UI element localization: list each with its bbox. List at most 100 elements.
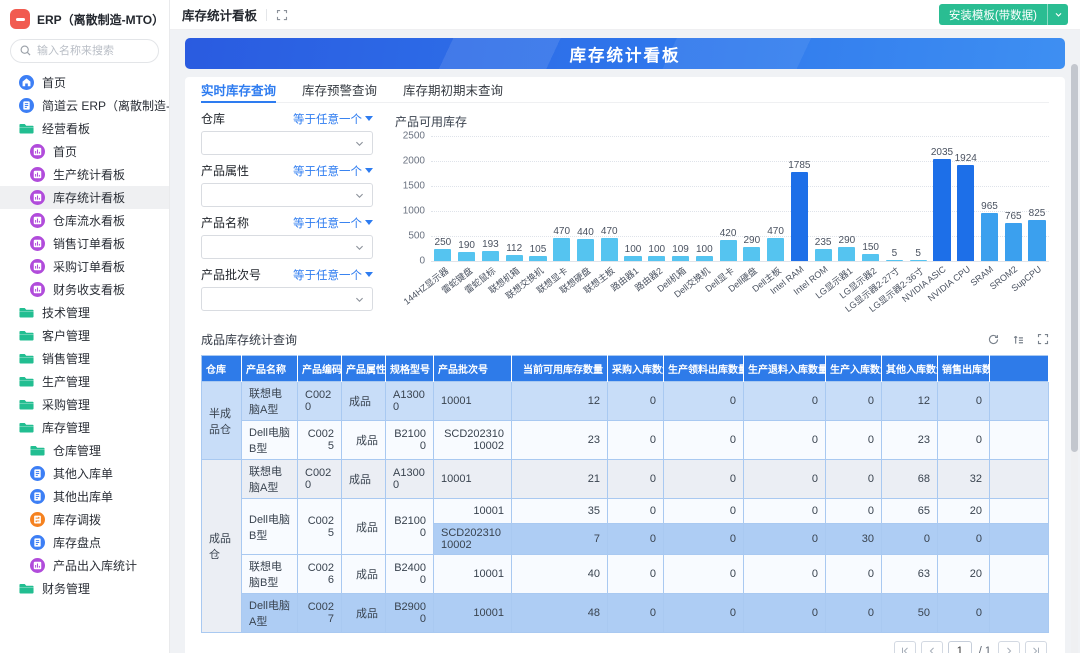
y-tick-label: 0: [419, 255, 425, 267]
caret-down-icon: [365, 116, 373, 121]
tab-1[interactable]: 实时库存查询: [201, 77, 277, 103]
filter-select[interactable]: [201, 131, 373, 155]
bar-value-label: 470: [767, 225, 784, 237]
filter-label: 产品名称: [201, 216, 250, 230]
bar: [743, 246, 761, 261]
sidebar-item[interactable]: 首页: [0, 71, 169, 94]
table-cell: 成品: [341, 459, 386, 499]
sidebar-item[interactable]: 库存调拨: [0, 508, 169, 531]
bar: [434, 248, 452, 261]
column-header: 生产入库数量: [825, 355, 882, 382]
page-number-input[interactable]: 1: [947, 641, 972, 653]
bar-slot: 193: [479, 136, 503, 261]
filter-operator-dropdown[interactable]: 等于任意一个: [293, 163, 373, 179]
column-settings-icon[interactable]: [1012, 333, 1025, 346]
bar-slot: 109: [669, 136, 693, 261]
table-cell: 联想电脑A型: [241, 381, 298, 421]
sidebar-item[interactable]: 仓库管理: [0, 439, 169, 462]
sidebar-item[interactable]: 采购管理: [0, 393, 169, 416]
table-cell: 20: [937, 498, 990, 524]
column-header: 产品名称: [241, 355, 298, 382]
sidebar-item[interactable]: 仓库流水看板: [0, 209, 169, 232]
table-cell: 0: [743, 593, 826, 633]
first-page-button[interactable]: [893, 641, 916, 653]
last-page-button[interactable]: [1025, 641, 1047, 653]
sidebar-item[interactable]: 其他出库单: [0, 485, 169, 508]
bar: [957, 164, 975, 261]
table-cell: 0: [881, 523, 938, 555]
sidebar-item[interactable]: 简道云 ERP（离散制造-MTO）...: [0, 94, 169, 117]
table-cell: [989, 554, 1049, 594]
sidebar-item[interactable]: 生产管理: [0, 370, 169, 393]
bar: [933, 159, 951, 261]
fullscreen-icon[interactable]: [276, 9, 288, 21]
folder-icon: [30, 443, 45, 458]
sidebar-item[interactable]: 库存管理: [0, 416, 169, 439]
tab-2[interactable]: 库存预警查询: [302, 77, 377, 102]
dash-icon: [30, 259, 45, 274]
sidebar-item[interactable]: 财务收支看板: [0, 278, 169, 301]
bar: [505, 255, 523, 261]
filter-select[interactable]: [201, 183, 373, 207]
chevron-down-icon[interactable]: [1048, 4, 1068, 25]
page-scrollbar-thumb[interactable]: [1071, 64, 1078, 452]
table1-header: 成品库存统计查询: [201, 329, 1049, 349]
table-cell: [989, 498, 1049, 524]
filter-operator-dropdown[interactable]: 等于任意一个: [293, 215, 373, 231]
next-page-button[interactable]: [998, 641, 1020, 653]
sidebar-item[interactable]: 采购订单看板: [0, 255, 169, 278]
bar-value-label: 100: [695, 244, 713, 255]
column-header: 产品批次号: [433, 355, 512, 382]
sidebar-item[interactable]: 其他入库单: [0, 462, 169, 485]
bar-slot: 100: [692, 136, 716, 261]
table-cell: 0: [825, 498, 882, 524]
filter-label: 产品批次号: [201, 268, 262, 282]
sidebar-item[interactable]: 技术管理: [0, 301, 169, 324]
sidebar-item[interactable]: 库存统计看板: [0, 186, 169, 209]
bar-slot: 965: [978, 136, 1002, 261]
search-input[interactable]: [10, 39, 159, 63]
doc-icon: [30, 466, 45, 481]
sidebar-item[interactable]: 财务管理: [0, 577, 169, 600]
bar: [553, 237, 571, 261]
refresh-icon[interactable]: [987, 333, 1000, 346]
folder-icon: [19, 374, 34, 389]
sidebar-item[interactable]: 客户管理: [0, 324, 169, 347]
filter-select[interactable]: [201, 235, 373, 259]
bar: [838, 246, 856, 261]
table-cell: 12: [881, 381, 938, 421]
sidebar-item[interactable]: 产品出入库统计: [0, 554, 169, 577]
sidebar-item[interactable]: 销售订单看板: [0, 232, 169, 255]
table-fullscreen-icon[interactable]: [1037, 333, 1049, 345]
bar-slot: 5: [906, 136, 930, 261]
sidebar-item[interactable]: 经营看板: [0, 117, 169, 140]
sidebar-item-label: 简道云 ERP（离散制造-MTO）...: [42, 99, 169, 113]
table-cell: 半成品仓: [201, 381, 242, 460]
table-cell: 联想电脑A型: [241, 459, 298, 499]
bar-value-label: 440: [577, 227, 594, 238]
table-cell: C0020: [297, 459, 342, 499]
divider: [1047, 4, 1048, 25]
table-cell: [989, 459, 1049, 499]
table-cell: [989, 523, 1049, 555]
sidebar-item[interactable]: 销售管理: [0, 347, 169, 370]
sidebar-item[interactable]: 首页: [0, 140, 169, 163]
table-row: 联想电脑B型 C0026 成品 B24000 10001 40 0 0 0 0 63 20: [202, 554, 1049, 594]
filter-operator-dropdown[interactable]: 等于任意一个: [293, 111, 373, 127]
caret-down-icon: [365, 220, 373, 225]
prev-page-button[interactable]: [920, 641, 943, 653]
sidebar-item[interactable]: 生产统计看板: [0, 163, 169, 186]
dashboard-title: 库存统计看板: [569, 46, 681, 65]
tab-3[interactable]: 库存期初期末查询: [403, 77, 503, 102]
divider: [266, 8, 268, 21]
filter-select[interactable]: [201, 287, 373, 311]
bar: [624, 256, 642, 261]
table-cell: B24000: [385, 554, 434, 594]
sidebar-item[interactable]: 库存盘点: [0, 531, 169, 554]
install-template-button[interactable]: 安装模板(带数据): [938, 4, 1068, 25]
y-tick-label: 2500: [402, 130, 425, 142]
bar-value-label: 190: [458, 239, 475, 251]
filter-operator-dropdown[interactable]: 等于任意一个: [293, 267, 373, 283]
table-cell: A13000: [385, 381, 434, 421]
